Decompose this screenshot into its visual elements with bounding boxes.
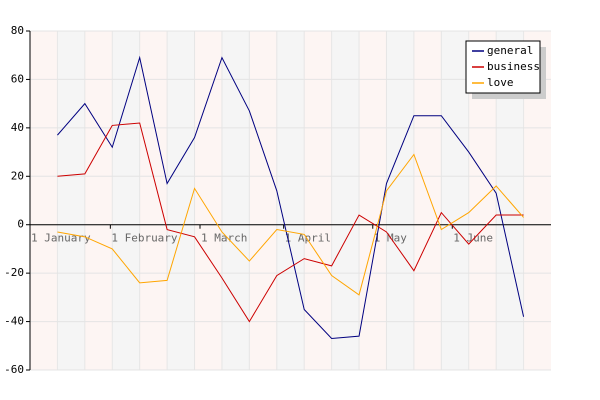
background-stripe bbox=[167, 31, 195, 370]
y-tick-label: -20 bbox=[4, 266, 24, 279]
y-tick-label: -40 bbox=[4, 315, 24, 328]
background-stripe bbox=[441, 31, 469, 370]
background-stripe bbox=[304, 31, 332, 370]
background-stripe bbox=[413, 31, 442, 370]
background-stripe bbox=[221, 31, 250, 370]
background-stripe bbox=[359, 31, 387, 370]
series-line bbox=[57, 122, 524, 323]
y-tick-label: 60 bbox=[11, 72, 24, 85]
background-stripe bbox=[386, 31, 414, 370]
y-tick-label: 40 bbox=[11, 121, 24, 134]
y-tick-label: -60 bbox=[4, 363, 24, 376]
background-stripe bbox=[84, 31, 113, 370]
y-tick-label: 80 bbox=[11, 24, 24, 37]
background-stripe bbox=[30, 31, 58, 370]
y-tick-label: 20 bbox=[11, 169, 24, 182]
legend-label: love bbox=[487, 76, 514, 89]
legend-label: business bbox=[487, 60, 540, 73]
background-stripe bbox=[331, 31, 360, 370]
x-tick-label: 1 June bbox=[453, 232, 493, 245]
x-tick-label: 1 April bbox=[285, 232, 331, 245]
x-tick-label: 1 March bbox=[201, 232, 247, 245]
legend-label: general bbox=[487, 44, 533, 57]
background-stripe bbox=[112, 31, 140, 370]
background-stripe bbox=[249, 31, 277, 370]
background-stripe bbox=[57, 31, 85, 370]
series-line bbox=[57, 153, 524, 296]
x-tick-label: 1 January bbox=[31, 232, 91, 245]
series-line bbox=[57, 55, 525, 340]
x-tick-label: 1 February bbox=[111, 232, 178, 245]
background-stripe bbox=[194, 31, 222, 370]
background-stripe bbox=[139, 31, 168, 370]
background-stripe bbox=[276, 31, 305, 370]
y-tick-label: 0 bbox=[17, 218, 24, 231]
